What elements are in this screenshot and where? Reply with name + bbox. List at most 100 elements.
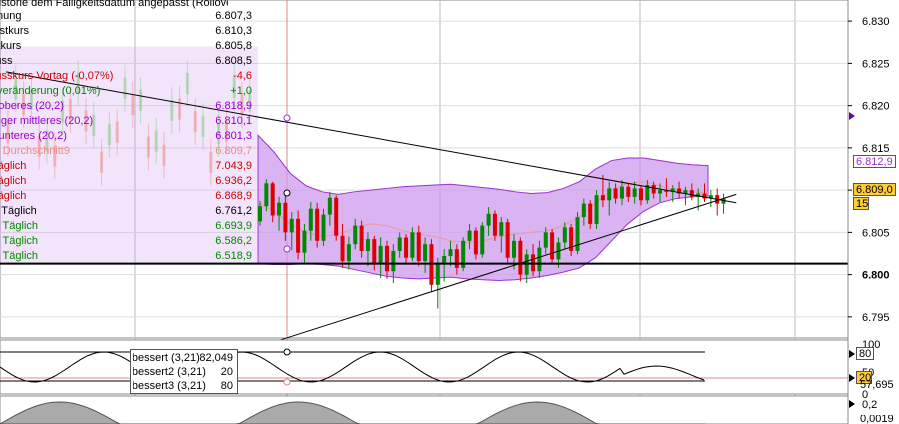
info-row: Höchstkurs 6.810,3 [0,24,258,39]
info-value: 6.808,5 [215,55,252,67]
cursor-point [283,378,291,386]
candle-body [645,185,650,201]
info-value: 6.810,3 [215,25,252,37]
oscillator-legend-row: Stoch. Gebessert (3,21) 82,049 [133,351,235,365]
history-candle-body [123,77,127,99]
info-title: Kurshistorie dem Fälligkeitsdatum angepa… [0,0,228,9]
candle-body [410,232,415,258]
oscillator-legend-value: 20 [220,366,233,378]
info-label: Bollinger mittleres (20,2) [0,115,94,127]
info-label: Sup1 Täglich [0,220,39,232]
info-label: Pivot Täglich [0,205,37,217]
bottom-tick-label: 0,2 [862,399,877,411]
info-row: Schluss 6.808,5 [0,54,258,69]
price-tick-label: 6.830 [862,16,890,28]
history-candle-body [248,90,252,112]
bottom-panel: 0,2 [0,395,877,424]
candle-body [397,237,402,251]
history-candle-body [68,99,72,121]
info-label: R3 Täglich [0,160,27,172]
candle-body [486,213,491,226]
candle-body [454,249,459,268]
candle-body [550,232,555,260]
history-candle-body [107,123,111,146]
candle-body [613,188,618,199]
history-candle-body [224,120,228,142]
candle-body [258,206,262,222]
history-candle-body [14,78,18,100]
candle-body [346,244,351,262]
info-label: Höchstkurs [0,25,30,37]
candle-body [308,208,313,231]
history-candle-body [162,144,166,166]
oscillator-legend-row: Stoch. Gebessert3 (3,21) 80 [133,379,235,393]
info-label: Gleit. Durchschnitt9 [0,145,70,157]
bollinger-marker-arrow [849,112,855,120]
candle-body [327,197,332,215]
candle-body [416,232,421,262]
price-tick-label: 6.820 [862,101,890,113]
candle-body [696,193,701,197]
oscillator-legend: Stoch. Gebessert (3,21) 82,049 Stoch. Gebe… [130,349,238,394]
history-candle-body [37,135,41,157]
cursor-point [283,245,291,253]
osc-marker-arrow [849,350,855,358]
info-value: 6.801,3 [215,130,252,142]
cursor-point [283,348,291,356]
candle-body [340,235,345,262]
info-value: 6.805,8 [215,40,252,52]
history-candle-body [6,122,10,144]
candle-body [296,218,301,253]
osc-current-value: 57,695 [860,379,894,391]
osc-lower-marker: 20 [856,371,872,384]
candle-body [537,247,542,272]
candle-body [365,239,370,251]
history-candle-body [139,89,143,111]
info-label: R2 Täglich [0,175,27,187]
info-value: 6.693,9 [215,220,252,232]
history-candle-body [146,136,150,158]
info-row: R1 Täglich 6.868,9 [0,189,258,204]
candle-body [632,188,637,197]
upper-trendline [5,71,737,204]
cursor-point [283,189,291,197]
bottom-current-value: 0,0019 [860,415,894,424]
candle-body [575,217,580,251]
candle-body [404,237,409,258]
candle-body [353,225,358,245]
history-candle-body [92,114,96,137]
trend-lines[interactable] [0,71,848,347]
candle-body [619,186,624,199]
candle-body [423,244,428,262]
history-candle-body [240,94,244,116]
info-row: Sup3 Täglich 6.518,9 [0,249,258,264]
bollinger-area [257,133,709,282]
info-label: Eröffnung [0,10,22,22]
candle-body [664,190,669,192]
candle-body [289,218,294,233]
info-row: Eröffnung 6.807,3 [0,9,258,24]
candle-body [385,245,389,272]
price-tick-label: 6.815 [862,143,890,155]
candle-body [435,264,440,285]
oscillator-legend-label: Stoch. Gebessert2 (3,21) [83,366,206,378]
history-candle-body [154,130,158,152]
candle-body [670,188,675,192]
history-candle-body [178,98,182,120]
info-value: 6.818,9 [215,100,252,112]
candle-body [302,230,307,253]
info-value: 6.809,7 [215,145,252,157]
candle-body [588,203,593,224]
bollinger-history [0,46,258,264]
osc-upper-marker: 80 [856,347,875,360]
info-row: Sup2 Täglich 6.586,2 [0,234,258,249]
candle-body [658,190,663,194]
history-candle-body [170,99,174,122]
history-candle-body [217,123,221,145]
info-value: 6.518,9 [215,250,252,262]
info-label: Tiefstkurs [0,40,22,52]
candle-body [448,249,453,257]
